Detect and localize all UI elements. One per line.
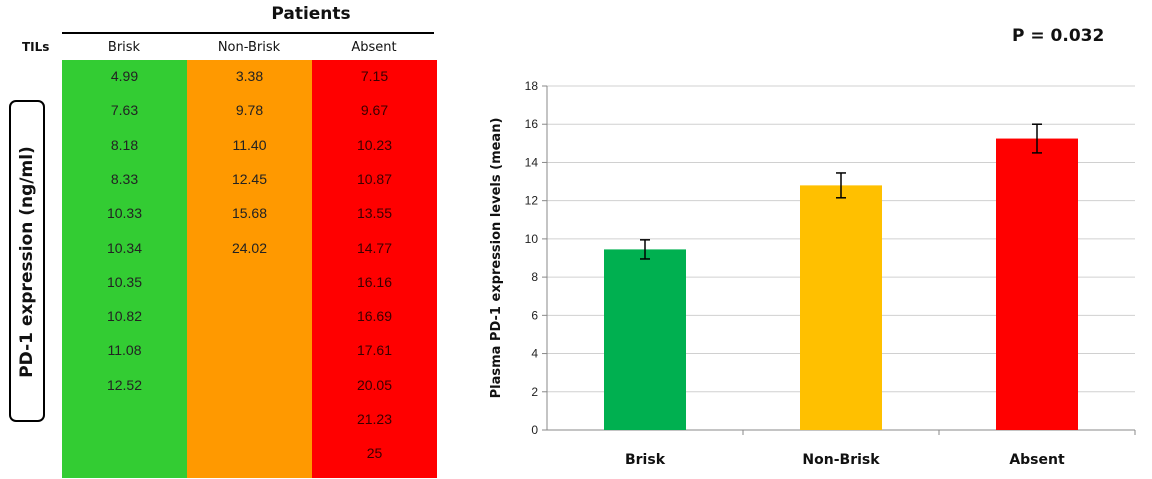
table-cell: 20.05 [356, 376, 393, 393]
y-tick-label: 6 [531, 308, 538, 322]
table-cell: 10.82 [106, 308, 143, 325]
table-cell: 10.23 [356, 136, 393, 153]
y-tick-label: 16 [525, 117, 539, 131]
column-header-brisk: Brisk [107, 40, 141, 55]
table-cell: 10.34 [106, 239, 143, 256]
column-header-absent: Absent [351, 40, 397, 55]
table-cell: 16.69 [356, 308, 393, 325]
table-cell: 7.15 [360, 68, 389, 84]
y-tick-label: 10 [525, 232, 539, 246]
table-cell: 9.78 [235, 102, 264, 119]
table-cell: 10.33 [106, 205, 143, 222]
p-value-annotation: P = 0.032 [1012, 26, 1105, 46]
column-header-non-brisk: Non-Brisk [217, 40, 281, 55]
y-tick-label: 0 [531, 423, 538, 437]
x-tick-label: Absent [1009, 452, 1065, 468]
bar-non-brisk [800, 185, 882, 430]
table-cell: 12.52 [106, 376, 143, 393]
tils-label: TILs [22, 40, 50, 54]
table-cell: 7.63 [110, 102, 139, 119]
x-tick-label: Non-Brisk [802, 452, 880, 468]
table-cell: 11.40 [232, 136, 267, 153]
x-tick-label: Brisk [625, 452, 666, 468]
table-cell: 15.68 [231, 205, 268, 222]
y-tick-label: 18 [525, 79, 539, 93]
y-tick-label: 14 [525, 155, 539, 169]
side-label-box [9, 100, 45, 422]
table-cell: 13.55 [356, 205, 393, 222]
column-absent: 7.15 9.67 10.23 10.87 13.55 14.77 16.16 16.69 17… [312, 60, 437, 478]
y-tick-label: 2 [531, 385, 538, 399]
table-cell: 21.23 [356, 411, 393, 427]
y-tick-label: 12 [525, 194, 539, 208]
table-cell: 3.38 [235, 68, 264, 84]
y-tick-label: 4 [531, 347, 538, 361]
column-brisk: 4.99 7.63 8.18 8.33 10.33 10.34 10.35 10.82 11.0… [62, 60, 187, 478]
patients-header: Patients [271, 4, 351, 24]
header-rule [62, 32, 434, 34]
y-axis-label: Plasma PD-1 expression levels (mean) [489, 118, 504, 399]
table-cell: 10.87 [356, 170, 393, 187]
table-cell: 4.99 [110, 68, 139, 84]
table-cell: 24.02 [231, 239, 268, 256]
column-non-brisk: 3.38 9.78 11.40 12.45 15.68 24.02 [187, 60, 312, 478]
bar-brisk [604, 249, 686, 430]
bar-absent [996, 138, 1078, 431]
y-tick-label: 8 [531, 270, 538, 284]
table-cell: 10.35 [106, 273, 143, 290]
table-cell: 8.18 [110, 136, 139, 153]
table-cell: 8.33 [110, 170, 139, 187]
table-cell: 16.16 [356, 273, 393, 290]
table-cell: 25 [366, 445, 383, 462]
table-cell: 9.67 [360, 102, 389, 119]
table-cell: 14.77 [356, 239, 393, 256]
table-cell: 12.45 [231, 170, 268, 187]
table-cell: 17.61 [356, 342, 393, 359]
table-cell: 11.08 [107, 342, 142, 359]
